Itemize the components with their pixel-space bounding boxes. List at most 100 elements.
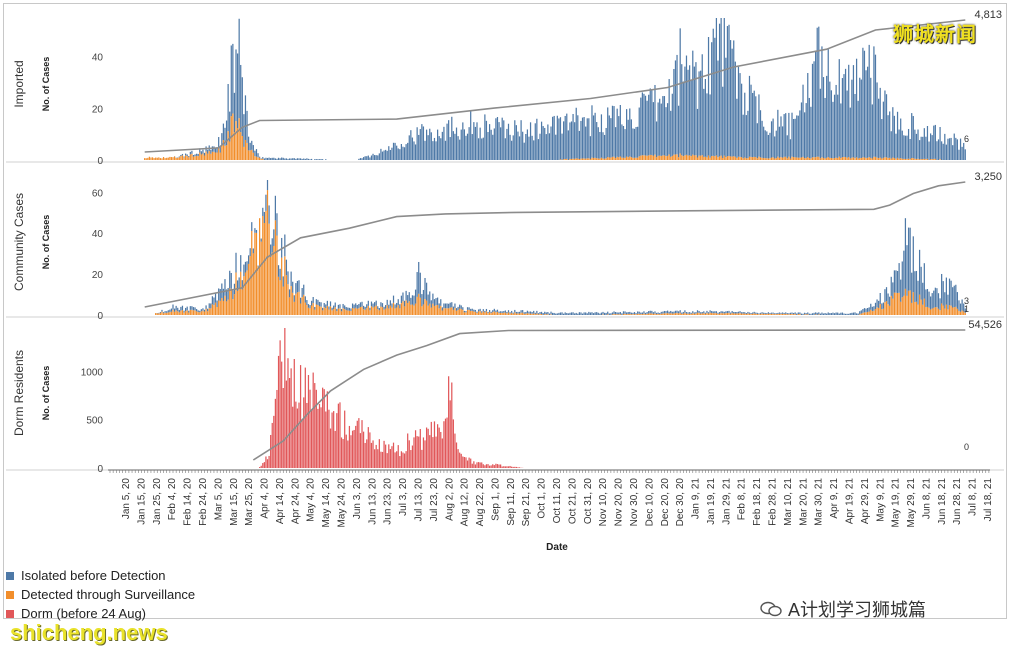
bar-isolated xyxy=(180,307,181,311)
bar-surveillance xyxy=(884,157,885,160)
bar-surveillance xyxy=(478,311,479,315)
bar-surveillance xyxy=(788,157,789,160)
bar-isolated xyxy=(824,313,825,315)
bar-surveillance xyxy=(623,158,624,160)
bar-isolated xyxy=(368,301,369,306)
bar-isolated xyxy=(396,146,397,160)
bar-surveillance xyxy=(182,155,183,160)
bar-surveillance xyxy=(880,304,881,315)
bar-surveillance xyxy=(851,158,852,160)
bar-surveillance xyxy=(158,157,159,160)
bar-dorm xyxy=(443,421,444,468)
bar-dorm xyxy=(376,445,377,468)
bar-isolated xyxy=(957,292,958,309)
bar-isolated xyxy=(905,218,906,289)
bar-isolated xyxy=(790,313,791,314)
bar-isolated xyxy=(798,116,799,158)
bar-isolated xyxy=(369,157,370,160)
x-tick-label: Apr 19, 21 xyxy=(844,478,855,525)
bar-isolated xyxy=(640,98,641,156)
bar-isolated xyxy=(624,311,625,313)
bar-isolated xyxy=(702,54,703,155)
bar-dorm xyxy=(264,462,265,468)
x-tick-label: Jul 18, 21 xyxy=(983,478,994,522)
bar-surveillance xyxy=(842,157,843,160)
bar-isolated xyxy=(755,313,756,314)
y-tick-label-imported-0: 0 xyxy=(97,156,103,167)
bar-surveillance xyxy=(153,158,154,160)
bar-isolated xyxy=(856,313,857,315)
bar-dorm xyxy=(498,465,499,468)
bar-isolated xyxy=(810,314,811,315)
bar-surveillance xyxy=(445,308,446,315)
bar-isolated xyxy=(908,129,909,159)
bar-isolated xyxy=(360,158,361,160)
bar-surveillance xyxy=(628,157,629,160)
bar-surveillance xyxy=(220,153,221,160)
bar-isolated xyxy=(475,310,476,312)
bar-surveillance xyxy=(613,157,614,160)
bar-isolated xyxy=(938,139,939,160)
bar-isolated xyxy=(183,311,184,313)
bar-isolated xyxy=(513,313,514,314)
bar-isolated xyxy=(240,65,241,132)
bar-surveillance xyxy=(169,312,170,315)
bar-isolated xyxy=(459,305,460,309)
bar-isolated xyxy=(593,115,594,158)
bar-dorm xyxy=(316,390,317,468)
bar-dorm xyxy=(470,459,471,468)
bar-isolated xyxy=(887,115,888,158)
bar-isolated xyxy=(768,312,769,313)
bar-isolated xyxy=(229,271,230,289)
bar-surveillance xyxy=(719,314,720,315)
bar-isolated xyxy=(489,124,490,160)
bar-isolated xyxy=(943,144,944,160)
bar-surveillance xyxy=(782,314,783,315)
bar-isolated xyxy=(550,127,551,160)
bar-isolated xyxy=(672,94,673,156)
bar-surveillance xyxy=(659,314,660,315)
bar-isolated xyxy=(722,87,723,158)
bar-surveillance xyxy=(624,314,625,315)
bar-isolated xyxy=(185,154,186,156)
bar-surveillance xyxy=(577,159,578,160)
bar-isolated xyxy=(410,298,411,305)
bar-surveillance xyxy=(635,314,636,315)
bar-isolated xyxy=(467,307,468,310)
bar-surveillance xyxy=(565,159,566,160)
x-tick-label: Feb 8, 21 xyxy=(737,478,748,521)
bar-surveillance xyxy=(235,121,236,160)
y-tick-label-dorm-residents-1000: 1000 xyxy=(81,367,104,378)
x-tick-label: Mar 30, 21 xyxy=(814,478,825,526)
bar-isolated xyxy=(380,302,381,306)
bar-surveillance xyxy=(513,314,514,315)
x-tick-label: Mar 10, 21 xyxy=(783,478,794,526)
bar-surveillance xyxy=(818,157,819,160)
bar-surveillance xyxy=(747,313,748,315)
bar-surveillance xyxy=(522,313,523,315)
bar-isolated xyxy=(506,129,507,160)
bar-surveillance xyxy=(579,159,580,160)
bar-dorm xyxy=(342,439,343,468)
bar-surveillance xyxy=(196,311,197,315)
bar-isolated xyxy=(689,65,690,155)
bar-isolated xyxy=(939,298,940,310)
bar-isolated xyxy=(664,96,665,155)
bar-isolated xyxy=(587,118,588,158)
bar-isolated xyxy=(401,144,402,160)
bar-surveillance xyxy=(226,145,227,160)
bar-surveillance xyxy=(489,312,490,315)
bar-surveillance xyxy=(777,157,778,160)
bar-isolated xyxy=(368,156,369,160)
bar-surveillance xyxy=(779,158,780,160)
bar-surveillance xyxy=(954,307,955,315)
bar-surveillance xyxy=(743,314,744,315)
bar-surveillance xyxy=(201,154,202,160)
bar-isolated xyxy=(549,133,550,160)
bar-isolated xyxy=(631,313,632,315)
bar-surveillance xyxy=(692,155,693,160)
bar-surveillance xyxy=(684,313,685,315)
bar-isolated xyxy=(591,312,592,315)
bar-isolated xyxy=(374,155,375,160)
bar-isolated xyxy=(383,150,384,160)
